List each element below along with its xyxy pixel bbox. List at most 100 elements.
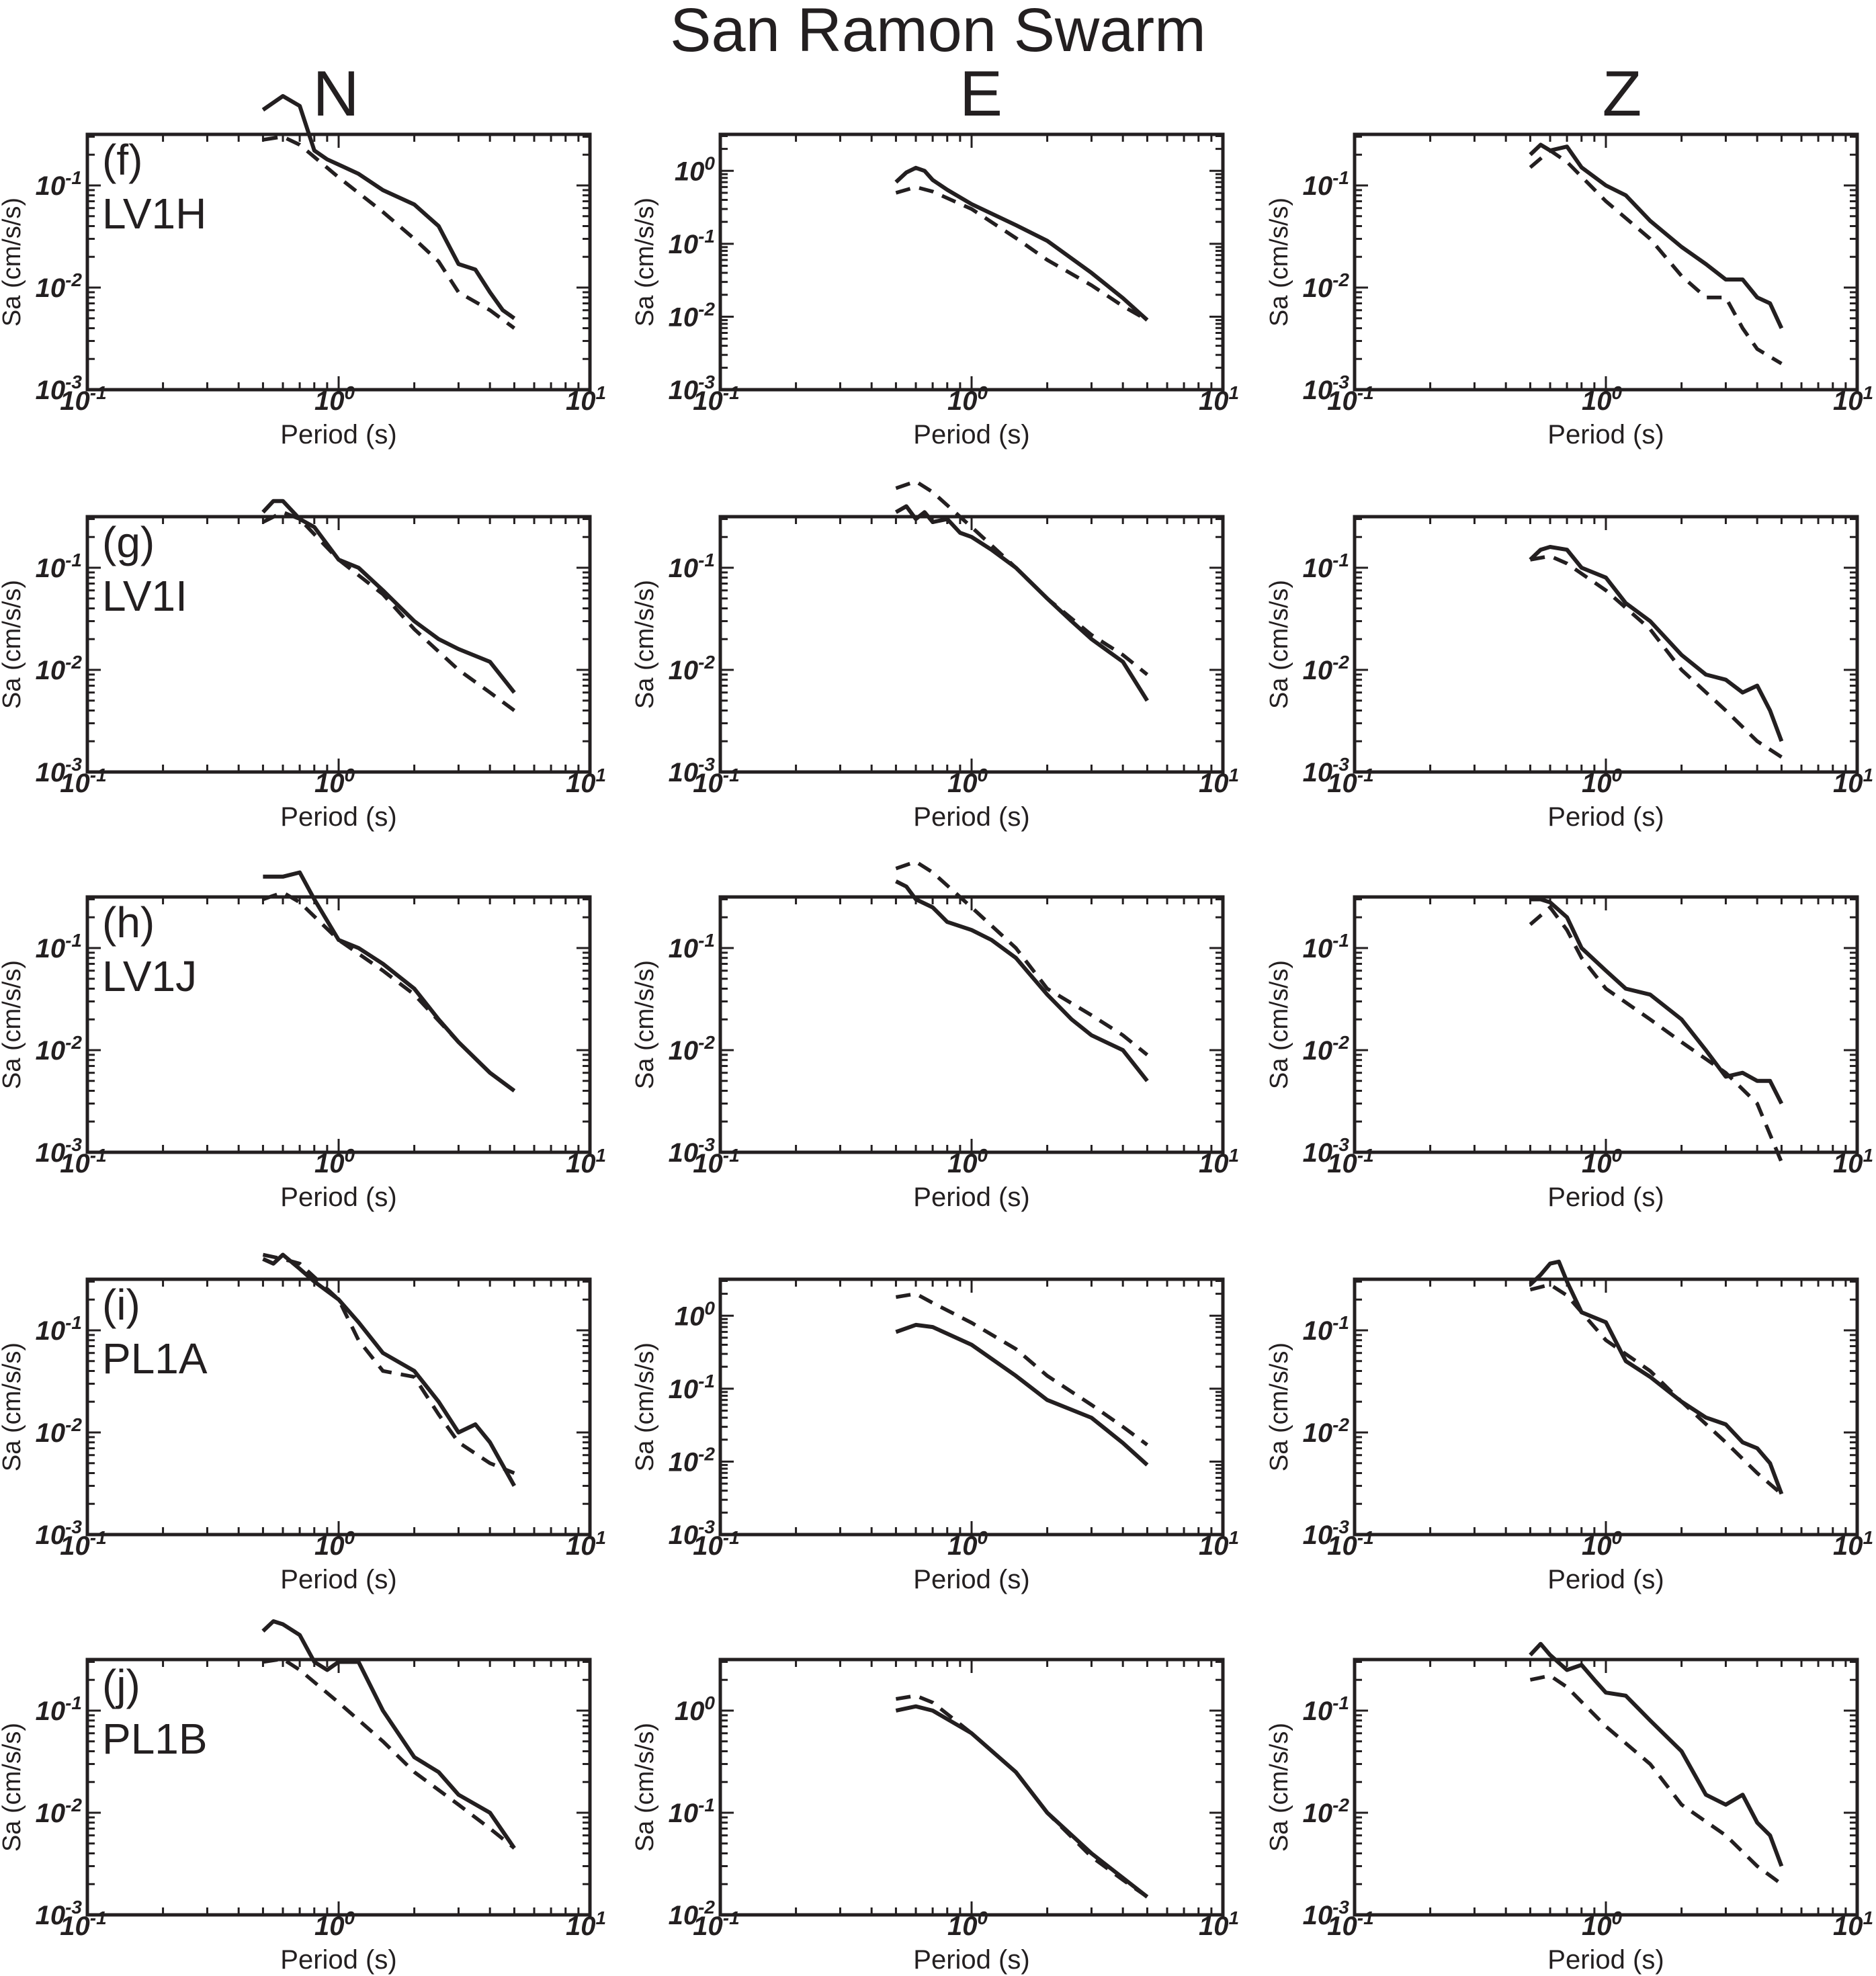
solid-series-line: [895, 879, 1149, 1082]
y-axis-label: Sa (cm/s/s): [1265, 580, 1293, 709]
solid-series-line: [894, 165, 1149, 322]
x-tick-label: 100: [1582, 382, 1623, 416]
x-axis-label: Period (s): [1547, 1565, 1664, 1594]
dashed-series-line: [1529, 1674, 1783, 1886]
solid-series-line: [1529, 1259, 1784, 1495]
y-axis-label: Sa (cm/s/s): [0, 1723, 26, 1852]
dashed-series-line: [1529, 1283, 1783, 1496]
dashed-series-line: [262, 510, 516, 712]
solid-series-line: [261, 499, 516, 694]
solid-series-line: [1530, 897, 1784, 1105]
panel-letter: (f): [102, 136, 142, 184]
dashed-series-line: [263, 1657, 516, 1850]
y-axis-label: Sa (cm/s/s): [631, 580, 659, 709]
plot-frame: [85, 1277, 592, 1537]
x-tick-label: 101: [1199, 382, 1239, 416]
x-tick-label: 100: [947, 382, 988, 416]
plot-frame: [1353, 1658, 1859, 1917]
solid-series-line: [1529, 545, 1784, 742]
y-tick-label: 10-2: [36, 652, 83, 685]
dashed-series-line: [262, 134, 516, 330]
dashed-series-line: [895, 859, 1149, 1057]
x-tick-label: 100: [1582, 765, 1623, 798]
x-tick-label: 101: [566, 765, 606, 798]
y-tick-label: 100: [675, 1692, 716, 1726]
dashed-series-line: [895, 185, 1148, 322]
x-tick-label: 101: [1833, 1145, 1873, 1178]
plot-frame: [718, 1277, 1225, 1537]
y-axis-label: Sa (cm/s/s): [0, 580, 26, 709]
y-tick-label: 10-2: [669, 1032, 716, 1066]
panel-letter: (j): [102, 1661, 140, 1709]
y-axis-label: Sa (cm/s/s): [631, 198, 659, 327]
y-tick-label: 10-1: [669, 550, 715, 583]
plot-frame: [1353, 895, 1859, 1154]
solid-series-line: [262, 1252, 517, 1487]
x-tick-label: 101: [1199, 765, 1239, 798]
x-axis-label: Period (s): [913, 1183, 1029, 1212]
x-axis-label: Period (s): [280, 1565, 396, 1594]
x-axis-label: Period (s): [1547, 1183, 1664, 1212]
y-axis-label: Sa (cm/s/s): [1265, 960, 1293, 1089]
x-tick-label: 100: [1582, 1907, 1623, 1941]
y-axis-label: Sa (cm/s/s): [0, 198, 26, 327]
y-tick-label: 10-1: [36, 550, 82, 583]
x-axis-label: Period (s): [1547, 420, 1664, 449]
y-tick-label: 10-2: [669, 298, 716, 332]
x-tick-label: 101: [566, 1907, 606, 1941]
y-tick-label: 10-1: [1303, 167, 1349, 201]
y-tick-label: 10-2: [1303, 1032, 1350, 1066]
solid-series-line: [261, 94, 516, 320]
station-label: PL1A: [102, 1334, 208, 1383]
solid-series-line: [263, 870, 516, 1092]
x-tick-label: 101: [1833, 1527, 1873, 1561]
panel-letter: (g): [102, 518, 155, 566]
y-tick-label: 10-1: [36, 167, 82, 201]
x-axis-label: Period (s): [280, 1183, 396, 1212]
x-tick-label: 100: [1582, 1527, 1623, 1561]
x-tick-label: 100: [1582, 1145, 1623, 1178]
y-tick-label: 100: [675, 153, 716, 186]
plot-frame: [85, 132, 592, 392]
column-header-n: N: [312, 58, 359, 130]
x-tick-label: 10-1: [1327, 1527, 1373, 1561]
y-tick-label: 10-1: [1303, 1312, 1349, 1346]
column-header-e: E: [959, 58, 1003, 130]
y-tick-label: 10-1: [669, 1795, 715, 1828]
x-tick-label: 101: [1199, 1527, 1239, 1561]
dashed-series-line: [262, 890, 516, 1092]
y-axis-label: Sa (cm/s/s): [631, 960, 659, 1089]
x-tick-label: 100: [314, 1527, 355, 1561]
dashed-series-line: [895, 1291, 1149, 1447]
panel-letter: (h): [102, 898, 155, 947]
x-tick-label: 100: [314, 1145, 355, 1178]
y-tick-label: 10-3: [669, 1134, 716, 1168]
x-tick-label: 101: [566, 382, 606, 416]
dashed-series-line: [895, 1693, 1148, 1899]
y-tick-label: 10-1: [1303, 930, 1349, 963]
column-header-z: Z: [1602, 58, 1642, 130]
y-tick-label: 10-1: [1303, 550, 1349, 583]
x-axis-label: Period (s): [280, 420, 396, 449]
x-axis-label: Period (s): [913, 1565, 1029, 1594]
plot-frame: [718, 1658, 1225, 1917]
x-tick-label: 101: [1199, 1145, 1239, 1178]
solid-series-line: [1529, 1641, 1784, 1867]
y-tick-label: 10-1: [669, 930, 715, 963]
y-axis-label: Sa (cm/s/s): [631, 1342, 659, 1471]
plot-frame: [718, 515, 1225, 774]
plot-frame: [1353, 515, 1859, 774]
plot-frame: [718, 132, 1225, 392]
solid-series-line: [1529, 142, 1784, 329]
station-label: LV1I: [102, 572, 187, 620]
y-axis-label: Sa (cm/s/s): [0, 960, 26, 1089]
station-label: PL1B: [102, 1715, 208, 1763]
